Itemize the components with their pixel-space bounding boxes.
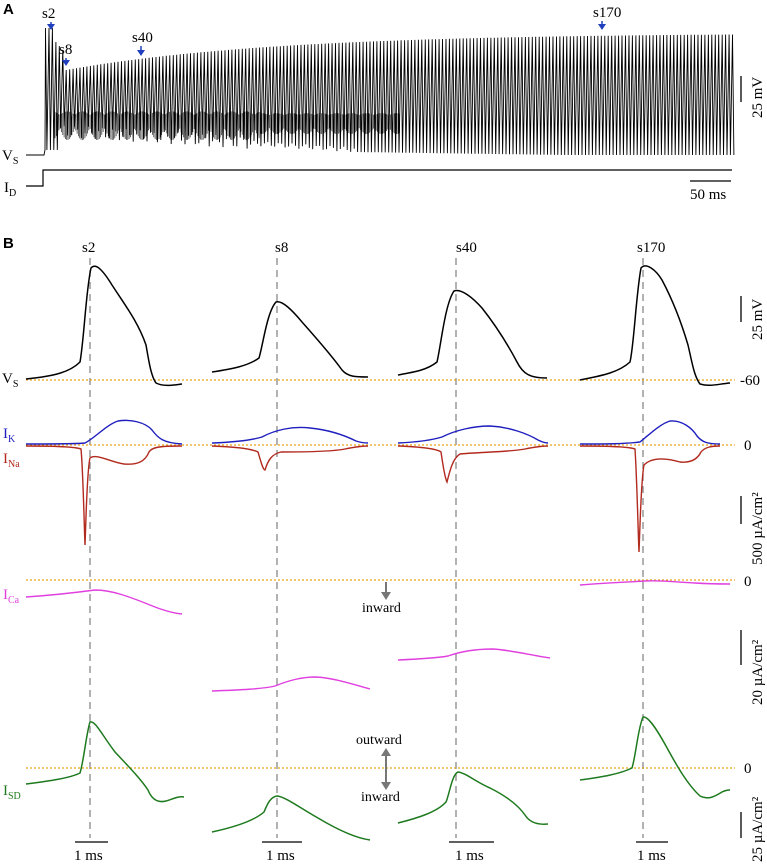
id-label-a: ID <box>4 180 16 199</box>
ina-trace-s40 <box>397 445 549 485</box>
marker-label-s40: s40 <box>132 30 153 46</box>
isd-trace-s170 <box>579 716 731 799</box>
vs-trace-s2 <box>25 265 183 387</box>
panel-a-letter: A <box>3 1 14 18</box>
spike-train-path <box>26 27 735 156</box>
ica-trace-s2 <box>25 589 183 615</box>
spike-train-dense-region <box>54 111 400 140</box>
column-label-s2: s2 <box>82 240 95 256</box>
marker-label-s170: s170 <box>593 5 621 21</box>
ica-label: ICa <box>3 587 20 606</box>
ina-trace-s170 <box>579 445 721 553</box>
time-label-s170: 1 ms <box>637 848 666 864</box>
ik-label: IK <box>3 426 16 445</box>
inward-label-ica: inward <box>362 601 401 616</box>
marker-label-s2: s2 <box>42 6 55 22</box>
outward-label: outward <box>356 733 402 748</box>
ica-trace-s170 <box>579 580 731 586</box>
ina-trace-s8 <box>211 445 369 471</box>
current-zero-label: 0 <box>744 438 752 454</box>
marker-arrowhead-s170 <box>598 24 606 30</box>
spike-train <box>26 27 735 156</box>
spike-markers: s2 s8 s40 s170 <box>42 5 621 66</box>
ica-trace-s8 <box>211 676 371 692</box>
ik-trace-s2 <box>25 419 183 445</box>
marker-arrowhead-s8 <box>62 60 70 66</box>
vs-trace-s170 <box>579 265 731 387</box>
isd-trace-s2 <box>25 721 185 803</box>
panel-b-letter: B <box>3 235 14 252</box>
ik-trace-s8 <box>211 426 369 444</box>
column-label-s8: s8 <box>275 240 288 256</box>
scale-label-ion: 500 µA/cm² <box>750 492 766 565</box>
marker-label-s8: s8 <box>59 42 72 58</box>
isd-trace-s8 <box>211 795 371 841</box>
inward-label-sd: inward <box>361 790 400 805</box>
isd-label: ISD <box>3 783 21 802</box>
scale-label-v-a: 25 mV <box>750 77 766 118</box>
inward-arrowhead-ica <box>381 592 391 600</box>
time-label-s40: 1 ms <box>455 848 484 864</box>
current-step-trace <box>26 169 732 187</box>
vs-label-a: VS <box>2 148 18 167</box>
ina-label: INa <box>3 451 20 470</box>
scale-label-ca: 20 µA/cm² <box>750 639 766 705</box>
vs-level-label: -60 <box>740 373 760 389</box>
ina-trace-s2 <box>25 445 183 546</box>
ik-trace-s170 <box>579 420 721 445</box>
scale-label-t-a: 50 ms <box>690 187 726 203</box>
marker-arrowhead-s40 <box>137 50 145 56</box>
time-label-s8: 1 ms <box>266 848 295 864</box>
isd-zero-label: 0 <box>744 761 752 777</box>
column-label-s40: s40 <box>456 240 477 256</box>
time-label-s2: 1 ms <box>74 848 103 864</box>
scale-label-sd: 25 µA/cm² <box>750 796 766 862</box>
isd-trace-s40 <box>397 771 549 825</box>
scale-label-v-b: 25 mV <box>750 299 766 340</box>
vs-label-b: VS <box>2 371 18 390</box>
ik-trace-s40 <box>397 425 549 444</box>
inward-arrowhead-sd <box>381 782 391 790</box>
column-label-s170: s170 <box>637 240 665 256</box>
marker-arrowhead-s2 <box>47 24 55 30</box>
ica-trace-s40 <box>397 648 551 661</box>
vs-trace-s8 <box>211 301 369 378</box>
ica-zero-label: 0 <box>744 574 752 590</box>
vs-trace-s40 <box>397 289 548 379</box>
outward-arrowhead <box>381 748 391 756</box>
trace-group <box>25 265 731 841</box>
